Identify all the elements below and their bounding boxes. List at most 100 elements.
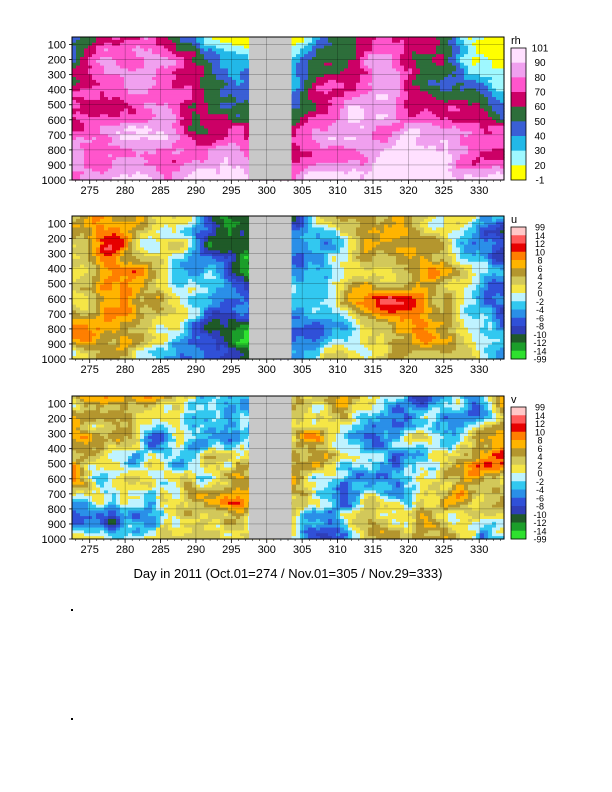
- heatmap-cell: [296, 51, 301, 55]
- heatmap-cell: [164, 145, 169, 150]
- heatmap-cell: [184, 142, 189, 147]
- heatmap-cell: [80, 145, 85, 150]
- heatmap-cell: [80, 151, 85, 155]
- heatmap-cell: [200, 108, 205, 112]
- heatmap-cell: [144, 151, 149, 155]
- heatmap-cell: [164, 71, 169, 75]
- heatmap-cell: [148, 137, 153, 141]
- heatmap-cell: [192, 48, 197, 52]
- heatmap-cell: [204, 82, 209, 87]
- heatmap-cell: [144, 139, 149, 144]
- heatmap-cell: [72, 71, 77, 75]
- heatmap-cell: [316, 74, 321, 78]
- heatmap-cell: [188, 108, 193, 112]
- heatmap-cell: [160, 57, 165, 61]
- heatmap-cell: [296, 122, 301, 127]
- heatmap-cell: [96, 165, 101, 170]
- heatmap-cell: [192, 122, 197, 127]
- heatmap-cell: [176, 177, 181, 181]
- heatmap-cell: [188, 54, 193, 58]
- heatmap-cell: [220, 57, 225, 61]
- heatmap-cell: [244, 71, 249, 75]
- heatmap-cell: [224, 45, 229, 50]
- heatmap-cell: [296, 82, 301, 87]
- heatmap-cell: [76, 85, 81, 90]
- heatmap-cell: [72, 131, 77, 135]
- heatmap-cell: [176, 122, 181, 127]
- heatmap-cell: [228, 137, 233, 141]
- heatmap-cell: [72, 128, 77, 132]
- heatmap-cell: [236, 57, 241, 61]
- heatmap-cell: [152, 59, 157, 64]
- heatmap-cell: [156, 117, 161, 121]
- heatmap-cell: [144, 68, 149, 72]
- heatmap-cell: [132, 165, 137, 170]
- heatmap-cell: [308, 134, 313, 138]
- heatmap-cell: [236, 65, 241, 70]
- heatmap-cell: [208, 71, 213, 75]
- heatmap-cell: [224, 108, 229, 112]
- heatmap-cell: [224, 125, 229, 130]
- heatmap-cell: [232, 159, 237, 164]
- heatmap-cell: [120, 99, 125, 104]
- heatmap-cell: [304, 134, 309, 138]
- heatmap-cell: [196, 88, 201, 92]
- heatmap-cell: [224, 119, 229, 124]
- heatmap-cell: [152, 114, 157, 118]
- heatmap-cell: [216, 171, 221, 175]
- heatmap-cell: [216, 39, 221, 44]
- heatmap-cell: [184, 68, 189, 72]
- heatmap-cell: [156, 99, 161, 104]
- heatmap-cell: [200, 117, 205, 121]
- heatmap-cell: [164, 148, 169, 152]
- heatmap-cell: [160, 79, 165, 84]
- heatmap-cell: [164, 59, 169, 64]
- heatmap-cell: [124, 142, 129, 147]
- heatmap-cell: [132, 117, 137, 121]
- heatmap-cell: [148, 71, 153, 75]
- heatmap-cell: [152, 117, 157, 121]
- heatmap-cell: [92, 57, 97, 61]
- heatmap-cell: [96, 157, 101, 161]
- heatmap-cell: [116, 111, 121, 115]
- heatmap-cell: [76, 154, 81, 158]
- heatmap-cell: [140, 119, 145, 124]
- heatmap-cell: [220, 117, 225, 121]
- heatmap-cell: [316, 119, 321, 124]
- heatmap-cell: [76, 139, 81, 144]
- heatmap-cell: [204, 91, 209, 95]
- heatmap-cell: [196, 117, 201, 121]
- heatmap-cell: [148, 128, 153, 132]
- heatmap-cell: [136, 125, 141, 130]
- heatmap-cell: [244, 37, 249, 41]
- heatmap-cell: [76, 77, 81, 81]
- heatmap-cell: [296, 151, 301, 155]
- heatmap-cell: [196, 139, 201, 144]
- heatmap-cell: [220, 165, 225, 170]
- heatmap-cell: [292, 85, 297, 90]
- heatmap-cell: [124, 68, 129, 72]
- heatmap-cell: [184, 139, 189, 144]
- heatmap-cell: [296, 157, 301, 161]
- heatmap-cell: [180, 142, 185, 147]
- heatmap-cell: [164, 137, 169, 141]
- heatmap-cell: [112, 51, 117, 55]
- heatmap-cell: [144, 88, 149, 92]
- heatmap-cell: [124, 62, 129, 67]
- heatmap-cell: [216, 128, 221, 132]
- heatmap-cell: [240, 71, 245, 75]
- heatmap-cell: [96, 114, 101, 118]
- heatmap-cell: [196, 62, 201, 67]
- heatmap-cell: [212, 85, 217, 90]
- heatmap-cell: [216, 142, 221, 147]
- heatmap-cell: [316, 51, 321, 55]
- heatmap-cell: [240, 74, 245, 78]
- heatmap-cell: [200, 111, 205, 115]
- heatmap-cell: [152, 97, 157, 101]
- heatmap-cell: [196, 148, 201, 152]
- heatmap-cell: [160, 162, 165, 167]
- heatmap-cell: [160, 142, 165, 147]
- heatmap-cell: [144, 125, 149, 130]
- heatmap-cell: [124, 37, 129, 41]
- heatmap-cell: [208, 157, 213, 161]
